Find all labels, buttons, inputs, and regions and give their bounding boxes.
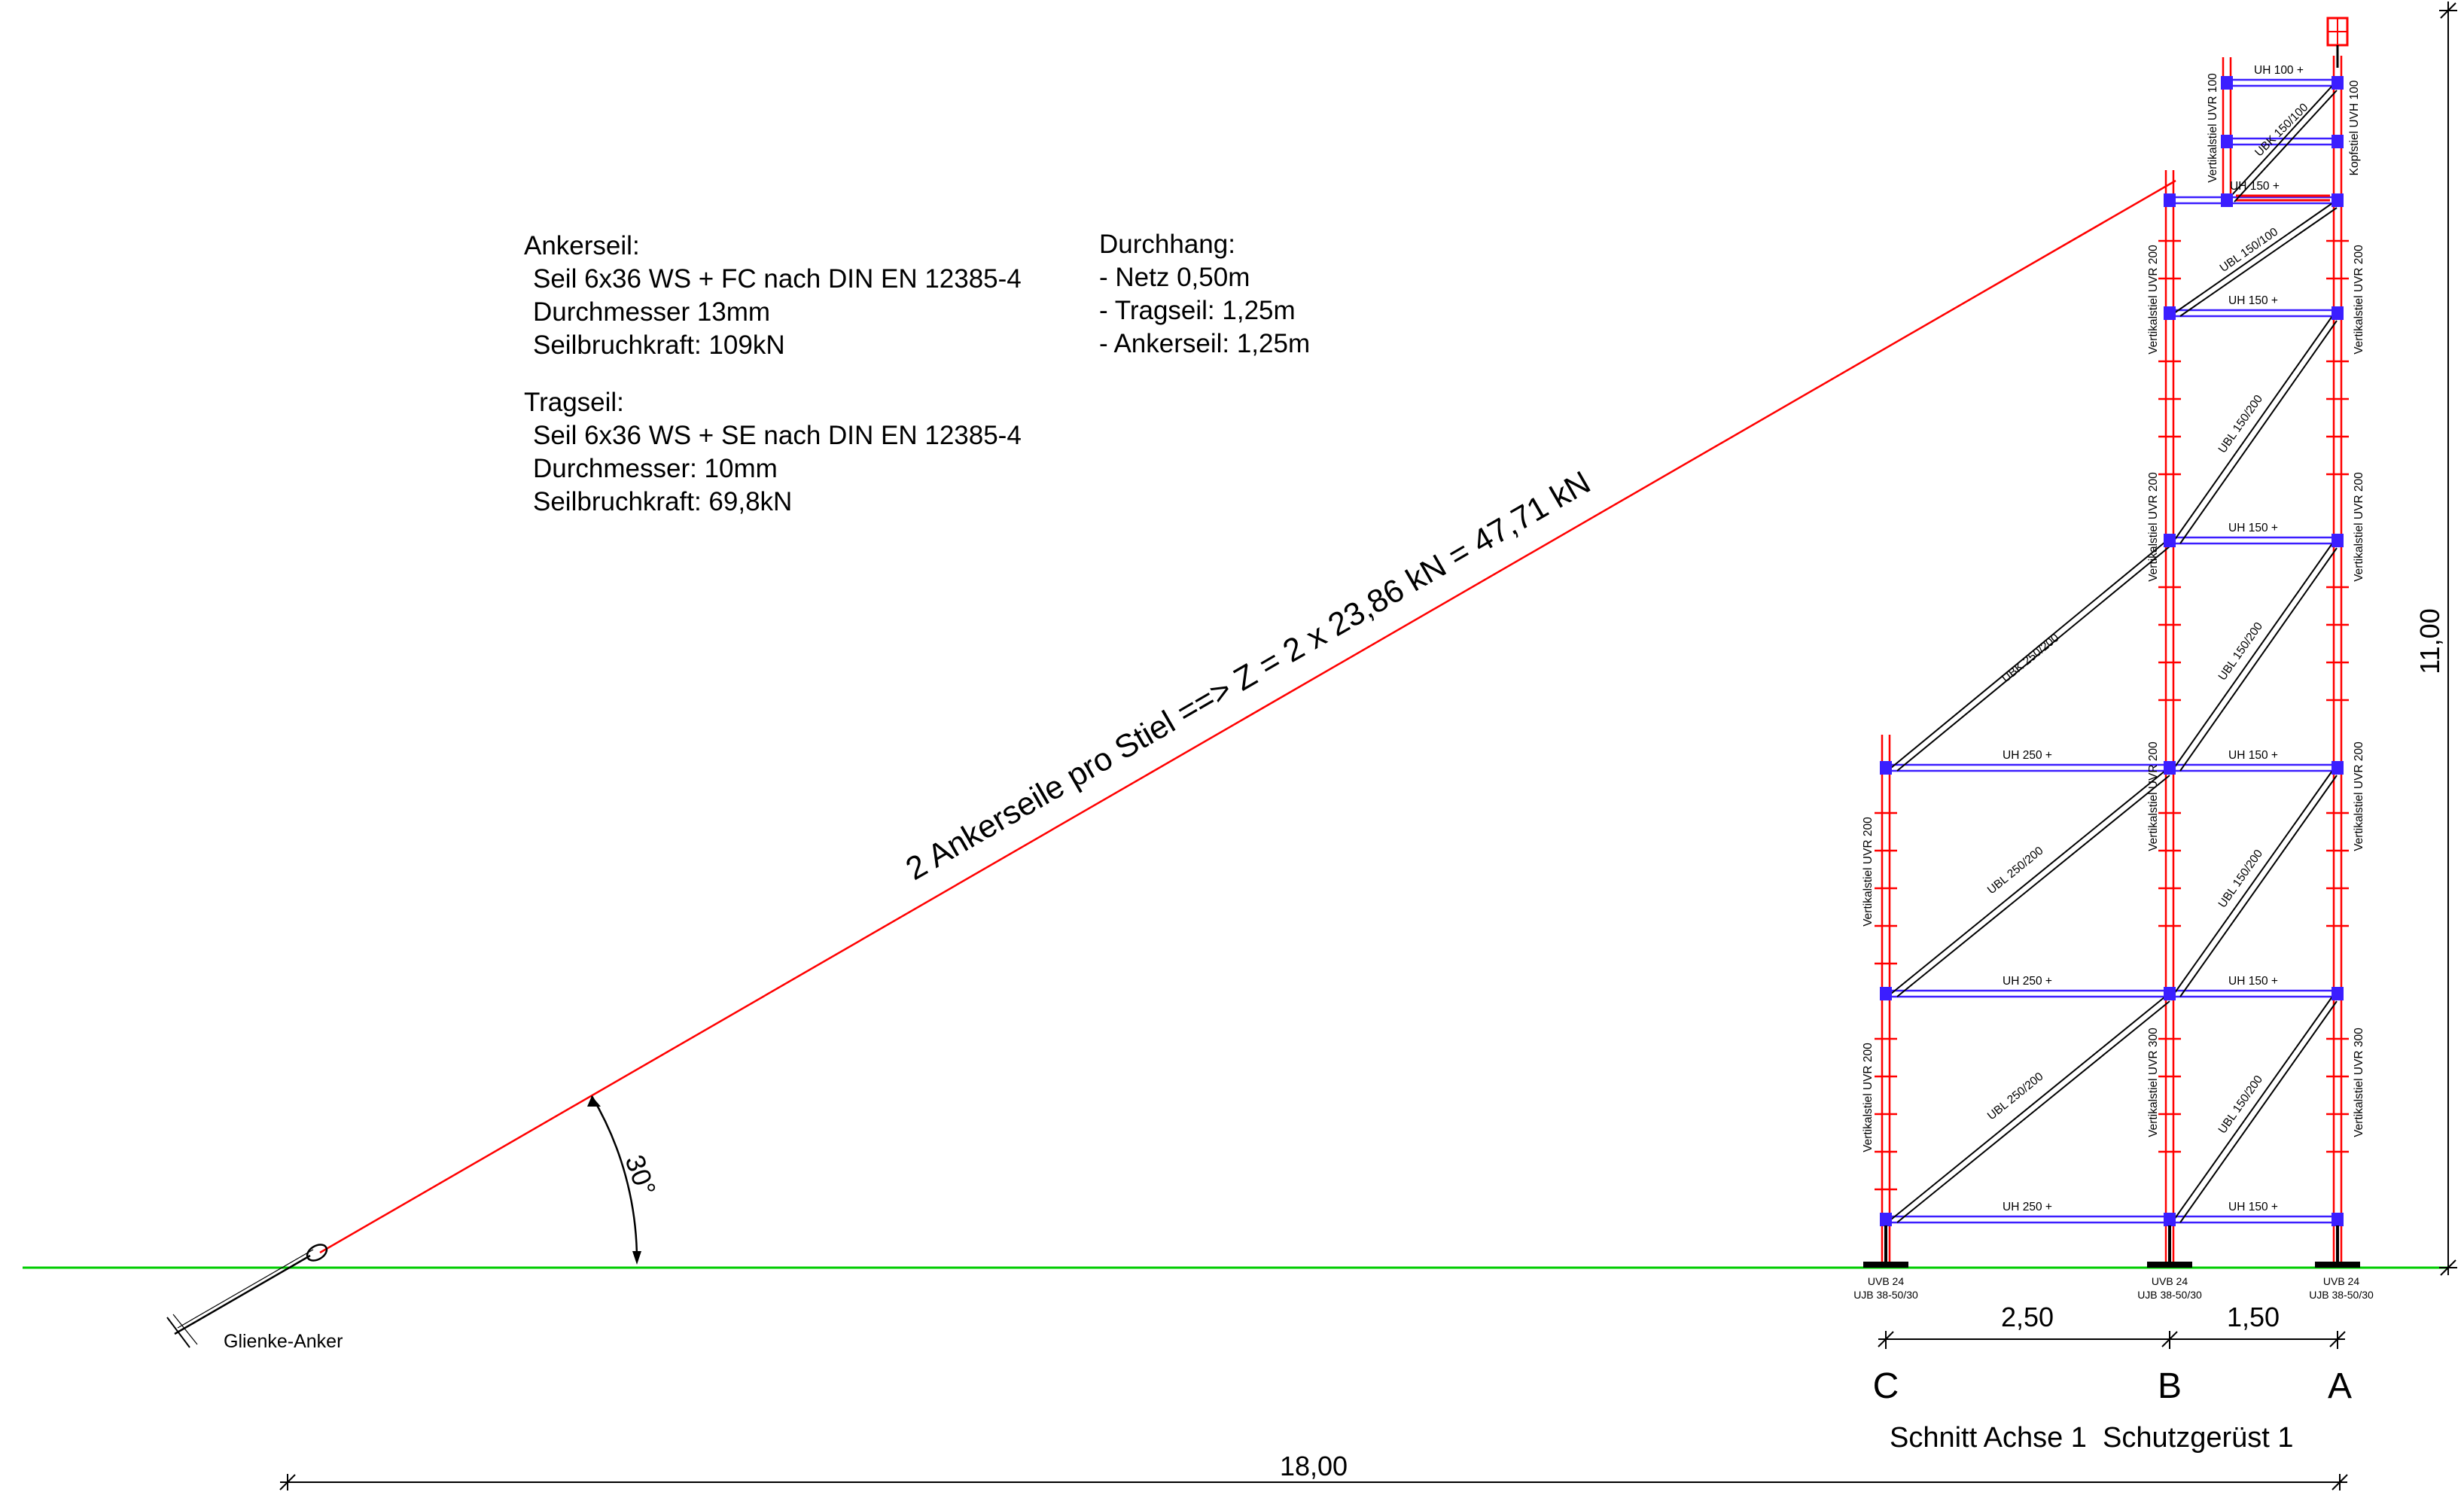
note-ankerseil-heading: Ankerseil: [524, 231, 640, 260]
note-tragseil-line: Durchmesser: 10mm [533, 454, 778, 483]
dim-line-total [279, 1474, 2348, 1490]
ledgers-top [2227, 78, 2338, 146]
base-label: UJB 38-50/30 [2137, 1289, 2202, 1301]
angle-label: 30° [619, 1151, 662, 1200]
post-label: Vertikalstiel UVR 100 [2207, 73, 2219, 183]
scaffold [1863, 17, 2360, 1268]
section-title: Schnitt Achse 1 Schutzgerüst 1 [1890, 1422, 2294, 1454]
note-ankerseil-line: Seil 6x36 WS + FC nach DIN EN 12385-4 [533, 264, 1022, 294]
note-durchhang-line: - Tragseil: 1,25m [1099, 296, 1296, 325]
base-label: UVB 24 [1868, 1275, 1904, 1287]
note-durchhang-line: - Ankerseil: 1,25m [1099, 329, 1310, 358]
note-tragseil-heading: Tragseil: [524, 388, 624, 417]
diagonals-cb [1890, 541, 2170, 1223]
diagonal-label: UBL 250/200 [1985, 1070, 2046, 1122]
top-head-icon [2326, 17, 2349, 68]
post-label: Vertikalstiel UVR 200 [2147, 472, 2160, 582]
ledgers-ba [2170, 196, 2338, 1224]
ledger-label: UH 150 + [2228, 522, 2278, 534]
post-label: Kopfstiel UVH 100 [2348, 80, 2361, 175]
axis-label-a: A [2328, 1366, 2352, 1406]
ledger-label: UH 250 + [2003, 975, 2052, 988]
ground-anchor-icon [166, 1244, 328, 1348]
diagonal-top [2229, 85, 2338, 202]
post-label: Vertikalstiel UVR 300 [2353, 1028, 2365, 1137]
ledger-label: UH 100 + [2254, 64, 2304, 77]
base-label: UJB 38-50/30 [1853, 1289, 1918, 1301]
note-tragseil-line: Seil 6x36 WS + SE nach DIN EN 12385-4 [533, 421, 1022, 450]
note-ankerseil-line: Durchmesser 13mm [533, 297, 770, 327]
dim-label-total: 18,00 [1280, 1451, 1348, 1481]
base-jack-a [2315, 1226, 2360, 1268]
base-jack-b [2147, 1226, 2192, 1268]
post-label: Vertikalstiel UVR 200 [1862, 817, 1875, 927]
rosette-ticks [1875, 239, 2349, 1191]
post-a [2332, 56, 2343, 1263]
base-jack-c [1863, 1226, 1908, 1268]
post-label: Vertikalstiel UVR 200 [2353, 472, 2365, 582]
nodes [1880, 76, 2344, 1226]
dim-line-height [2439, 2, 2457, 1276]
post-label: Vertikalstiel UVR 200 [2353, 741, 2365, 851]
note-ankerseil-line: Seilbruchkraft: 109kN [533, 330, 785, 360]
post-label: Vertikalstiel UVR 300 [2147, 1028, 2160, 1137]
ledger-label: UH 150 + [2228, 294, 2278, 307]
base-label: UVB 24 [2323, 1275, 2359, 1287]
note-ankerseil: Ankerseil: Seil 6x36 WS + FC nach DIN EN… [524, 231, 1022, 360]
post-label: Vertikalstiel UVR 200 [1862, 1043, 1875, 1152]
top-guardrail [2236, 194, 2330, 202]
dim-label-cb: 2,50 [2001, 1302, 2054, 1332]
axis-label-b: B [2158, 1366, 2182, 1406]
diagonal-label: UBL 150/100 [2218, 225, 2281, 275]
note-tragseil-line: Seilbruchkraft: 69,8kN [533, 487, 792, 516]
ledger-label: UH 150 + [2228, 749, 2278, 762]
note-durchhang-line: - Netz 0,50m [1099, 263, 1250, 292]
post-b [2164, 170, 2175, 1263]
diagonals-ba [2173, 202, 2338, 1223]
dim-label-height: 11,00 [2414, 608, 2445, 674]
ledger-label: UH 150 + [2230, 180, 2280, 193]
ledger-label: UH 250 + [2003, 1201, 2052, 1213]
diagonal-label: UBK 250/200 [2000, 632, 2062, 685]
dim-label-ba: 1,50 [2227, 1302, 2280, 1332]
anchor-rope [319, 179, 2176, 1254]
note-durchhang-heading: Durchhang: [1099, 230, 1235, 259]
ledgers-cb [1886, 763, 2170, 1224]
post-label: Vertikalstiel UVR 200 [2147, 741, 2160, 851]
ledger-label: UH 150 + [2228, 975, 2278, 988]
post-label: Vertikalstiel UVR 200 [2353, 245, 2365, 355]
rope-force-label: 2 Ankerseile pro Stiel ==> Z = 2 x 23,86… [900, 464, 1597, 888]
note-tragseil: Tragseil: Seil 6x36 WS + SE nach DIN EN … [524, 388, 1022, 516]
ledger-label: UH 250 + [2003, 749, 2052, 762]
note-durchhang: Durchhang: - Netz 0,50m - Tragseil: 1,25… [1099, 230, 1310, 358]
dim-line-width [1878, 1331, 2346, 1349]
anchor-label: Glienke-Anker [224, 1331, 343, 1352]
post-label: Vertikalstiel UVR 200 [2147, 245, 2160, 355]
base-label: UJB 38-50/30 [2309, 1289, 2374, 1301]
base-label: UVB 24 [2152, 1275, 2188, 1287]
ledger-label: UH 150 + [2228, 1201, 2278, 1213]
axis-label-c: C [1873, 1366, 1899, 1406]
diagonal-label: UBL 250/200 [1985, 844, 2046, 897]
angle-indicator [587, 1095, 641, 1265]
